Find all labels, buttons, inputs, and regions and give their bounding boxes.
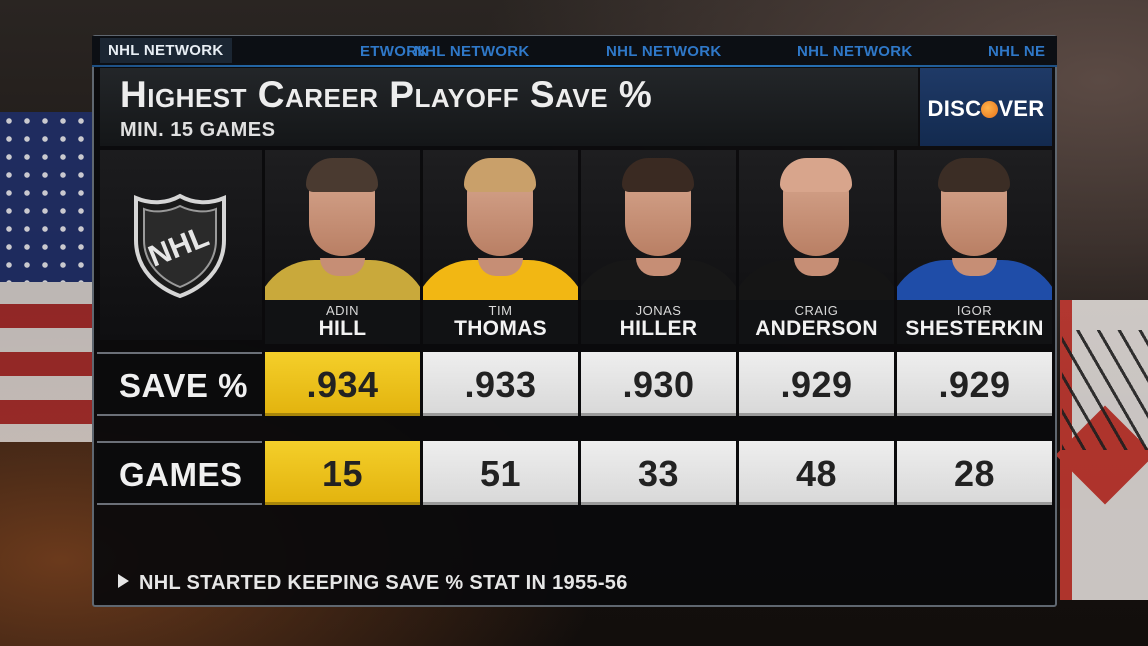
play-triangle-icon — [118, 574, 129, 588]
save-pct-value: .930 — [622, 364, 695, 405]
players-row: ADIN HILL TIM THOMAS JONAS HILLER — [265, 150, 1052, 350]
hair — [464, 158, 536, 192]
games-value: 51 — [479, 453, 522, 494]
save-pct-label: SAVE % — [119, 367, 248, 404]
player-photo — [265, 150, 420, 300]
games-cell: 28 — [897, 441, 1052, 505]
player-last-name: SHESTERKIN — [905, 317, 1044, 340]
network-ticker-item: ETWORK — [360, 43, 429, 60]
network-bar: NHL NETWORK ETWORK NHL NETWORK NHL NETWO… — [92, 36, 1057, 66]
games-value: 15 — [321, 453, 364, 494]
neck — [794, 258, 839, 276]
sponsor-dot-icon — [981, 101, 999, 118]
network-ticker-item: NHL NE — [988, 43, 1046, 60]
us-flag — [0, 112, 92, 442]
games-cell: 51 — [423, 441, 578, 505]
save-pct-cell: .930 — [581, 352, 736, 416]
player-photo — [423, 150, 578, 300]
save-pct-label-cell: SAVE % — [97, 352, 262, 416]
name-box — [581, 300, 736, 344]
us-flag-canton — [0, 112, 92, 282]
save-pct-cell: .934 — [265, 352, 420, 416]
player-last-name: THOMAS — [454, 317, 547, 340]
player-card: ADIN HILL — [265, 150, 420, 350]
games-label: GAMES — [119, 456, 243, 493]
games-cell: 48 — [739, 441, 894, 505]
games-cell: 15 — [265, 441, 420, 505]
hair — [622, 158, 694, 192]
neck — [952, 258, 997, 276]
network-bar-glow — [92, 65, 1057, 67]
neck — [478, 258, 523, 276]
player-photo — [739, 150, 894, 300]
games-value: 33 — [637, 453, 680, 494]
save-pct-cell: .929 — [739, 352, 894, 416]
save-pct-value: .929 — [780, 364, 853, 405]
lighting-truss — [1062, 330, 1148, 450]
name-box — [739, 300, 894, 344]
sponsor-box: DISC VER — [920, 68, 1052, 146]
sponsor-logo: DISC VER — [920, 96, 1052, 122]
network-ticker-item: NHL NETWORK — [606, 43, 722, 60]
player-card: CRAIG ANDERSON — [739, 150, 894, 350]
player-card: TIM THOMAS — [423, 150, 578, 350]
save-pct-value: .929 — [938, 364, 1011, 405]
player-card: IGOR SHESTERKIN — [897, 150, 1052, 350]
graphic-subtitle: MIN. 15 GAMES — [120, 119, 276, 141]
games-value: 48 — [795, 453, 838, 494]
player-first-name: CRAIG — [794, 303, 839, 318]
footnote: NHL STARTED KEEPING SAVE % STAT IN 1955-… — [118, 572, 628, 595]
hair — [938, 158, 1010, 192]
player-first-name: IGOR — [956, 303, 993, 318]
save-pct-cell: .929 — [897, 352, 1052, 416]
player-first-name: TIM — [488, 303, 513, 318]
player-first-name: ADIN — [325, 303, 360, 318]
player-photo — [897, 150, 1052, 300]
save-pct-cell: .933 — [423, 352, 578, 416]
graphic-title: Highest Career Playoff Save % — [120, 74, 653, 115]
title-box — [100, 68, 918, 146]
sponsor-name-right: VER — [998, 96, 1045, 121]
network-ticker-item: NHL NETWORK — [797, 43, 913, 60]
player-photo — [581, 150, 736, 300]
games-cell: 33 — [581, 441, 736, 505]
nhl-shield-logo: NHL — [134, 193, 226, 299]
network-label: NHL NETWORK — [100, 38, 232, 63]
network-ticker-item: NHL NETWORK — [414, 43, 530, 60]
games-value: 28 — [953, 453, 996, 494]
footnote-text: NHL STARTED KEEPING SAVE % STAT IN 1955-… — [139, 572, 628, 594]
save-pct-value: .933 — [464, 364, 537, 405]
player-last-name: HILL — [318, 317, 367, 340]
player-last-name: HILLER — [619, 317, 698, 340]
name-box — [423, 300, 578, 344]
neck — [636, 258, 681, 276]
hair — [780, 158, 852, 192]
games-label-cell: GAMES — [97, 441, 262, 505]
hair — [306, 158, 378, 192]
player-last-name: ANDERSON — [755, 317, 878, 340]
neck — [320, 258, 365, 276]
name-box — [265, 300, 420, 344]
player-first-name: JONAS — [635, 303, 682, 318]
sponsor-name-left: DISC — [927, 96, 982, 121]
save-pct-value: .934 — [306, 364, 379, 405]
name-box — [897, 300, 1052, 344]
player-card: JONAS HILLER — [581, 150, 736, 350]
